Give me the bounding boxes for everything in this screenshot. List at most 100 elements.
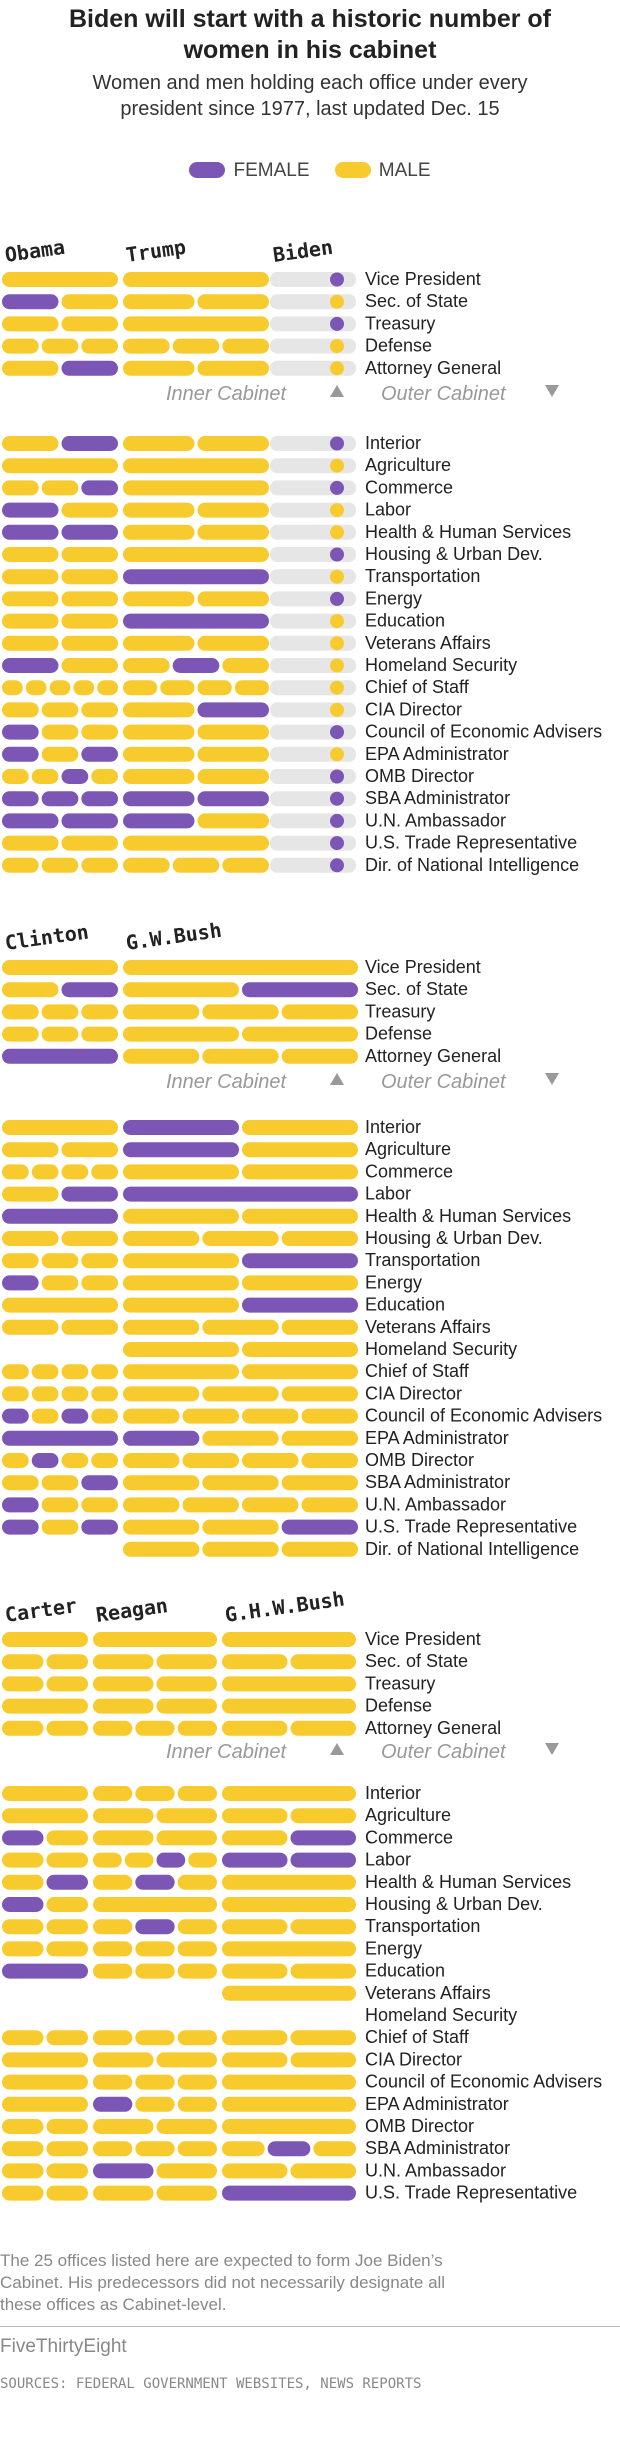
mark-treasury-clinton-2 xyxy=(41,1004,79,1020)
mark-health-human-services-reagan-2 xyxy=(135,1874,175,1890)
mark-interior-reagan-3 xyxy=(177,1786,217,1801)
mark-sec-of-state-clinton-1 xyxy=(2,982,59,998)
mark-defense-reagan-1 xyxy=(93,1698,154,1714)
mark-transportation-reagan-1 xyxy=(93,1919,133,1935)
office-label: Veterans Affairs xyxy=(365,1983,491,2003)
mark-u-s-trade-representative-obama-1 xyxy=(2,835,59,851)
office-label: Housing & Urban Dev. xyxy=(365,1228,543,1248)
mark-council-of-economic-advisers-reagan-1 xyxy=(93,2074,133,2090)
mark-defense-obama-2 xyxy=(41,338,79,354)
office-label: Health & Human Services xyxy=(365,1872,571,1892)
mark-u-n-ambassador-obama-1 xyxy=(2,813,59,829)
mark-chief-of-staff-reagan-1 xyxy=(93,2030,133,2046)
mark-u-n-ambassador-reagan-1 xyxy=(93,2163,154,2179)
mark-interior-carter-1 xyxy=(2,1786,88,1801)
mark-u-s-trade-representative-biden xyxy=(330,836,344,851)
mark-treasury-clinton-1 xyxy=(2,1004,39,1020)
mark-u-n-ambassador-biden xyxy=(330,813,344,828)
mark-defense-clinton-1 xyxy=(2,1026,39,1042)
mark-homeland-security-biden xyxy=(330,658,344,673)
mark-health-human-services-obama-2 xyxy=(61,524,118,540)
mark-chief-of-staff-g-h-w-bush-2 xyxy=(290,2030,356,2046)
mark-labor-clinton-2 xyxy=(61,1186,118,1202)
mark-sba-administrator-obama-3 xyxy=(81,791,118,807)
office-label: Attorney General xyxy=(365,358,501,378)
mark-homeland-security-obama-1 xyxy=(2,658,59,673)
mark-commerce-trump-1 xyxy=(123,480,269,496)
mark-cia-director-obama-2 xyxy=(41,702,79,718)
mark-treasury-g-w-bush-1 xyxy=(123,1004,200,1020)
mark-labor-reagan-3 xyxy=(156,1852,186,1868)
mark-transportation-clinton-1 xyxy=(2,1253,39,1269)
mark-sba-administrator-g-w-bush-1 xyxy=(123,1475,200,1491)
mark-education-g-w-bush-1 xyxy=(123,1297,239,1313)
mark-health-human-services-g-w-bush-1 xyxy=(123,1208,239,1224)
mark-energy-biden xyxy=(330,591,344,606)
legend: FEMALE MALE xyxy=(0,160,620,182)
mark-interior-trump-1 xyxy=(123,436,195,451)
mark-cia-director-obama-3 xyxy=(81,702,118,718)
footnote: The 25 offices listed here are expected … xyxy=(0,2250,600,2316)
mark-labor-trump-1 xyxy=(123,502,195,518)
mark-cia-director-g-h-w-bush-1 xyxy=(222,2052,288,2068)
office-label: OMB Director xyxy=(365,2116,474,2136)
mark-chief-of-staff-g-h-w-bush-1 xyxy=(222,2030,288,2046)
title-line-2: women in his cabinet xyxy=(183,36,437,64)
mark-health-human-services-trump-2 xyxy=(197,524,269,540)
mark-vice-president-obama-1 xyxy=(2,272,118,287)
mark-interior-trump-2 xyxy=(197,436,269,451)
president-name: Trump xyxy=(124,235,187,267)
mark-energy-carter-1 xyxy=(2,1941,44,1957)
office-label: Dir. of National Intelligence xyxy=(365,1539,579,1559)
mark-cia-director-trump-1 xyxy=(123,702,195,718)
mark-sec-of-state-obama-2 xyxy=(61,294,118,310)
mark-u-n-ambassador-g-h-w-bush-2 xyxy=(290,2163,356,2179)
president-name: Clinton xyxy=(3,919,90,954)
mark-agriculture-g-h-w-bush-2 xyxy=(290,1808,356,1824)
mark-omb-director-clinton-3 xyxy=(61,1453,89,1468)
mark-homeland-security-g-w-bush-2 xyxy=(242,1342,358,1357)
mark-veterans-affairs-g-w-bush-3 xyxy=(281,1319,358,1335)
mark-attorney-general-obama-1 xyxy=(2,360,59,376)
mark-commerce-obama-1 xyxy=(2,480,39,496)
mark-chief-of-staff-trump-4 xyxy=(234,680,269,696)
mark-agriculture-carter-1 xyxy=(2,1808,88,1824)
office-label: U.S. Trade Representative xyxy=(365,1517,577,1537)
mark-commerce-biden xyxy=(330,480,344,495)
mark-housing-urban-dev-carter-2 xyxy=(46,1897,88,1912)
mark-agriculture-reagan-1 xyxy=(93,1808,154,1824)
mark-treasury-carter-2 xyxy=(46,1676,88,1692)
mark-omb-director-clinton-4 xyxy=(91,1453,118,1468)
mark-agriculture-obama-1 xyxy=(2,458,118,474)
president-name: Reagan xyxy=(94,1593,169,1627)
mark-sec-of-state-g-w-bush-2 xyxy=(242,982,358,998)
mark-cia-director-clinton-2 xyxy=(31,1386,59,1402)
office-label: Education xyxy=(365,1961,445,1981)
office-label: Council of Economic Advisers xyxy=(365,1406,602,1426)
mark-defense-clinton-3 xyxy=(81,1026,118,1042)
mark-sba-administrator-biden xyxy=(330,791,344,806)
mark-veterans-affairs-clinton-1 xyxy=(2,1319,59,1335)
mark-epa-administrator-trump-2 xyxy=(197,746,269,762)
mark-sba-administrator-trump-2 xyxy=(197,791,269,807)
mark-cia-director-clinton-1 xyxy=(2,1386,29,1402)
office-label: Housing & Urban Dev. xyxy=(365,1894,543,1914)
mark-council-of-economic-advisers-g-w-bush-1 xyxy=(123,1408,180,1424)
mark-u-n-ambassador-g-w-bush-4 xyxy=(301,1497,358,1513)
mark-epa-administrator-obama-1 xyxy=(2,746,39,762)
office-label: Sec. of State xyxy=(365,291,468,311)
mark-education-clinton-1 xyxy=(2,1297,118,1313)
mark-epa-administrator-obama-2 xyxy=(41,746,79,762)
mark-u-s-trade-representative-trump-1 xyxy=(123,835,269,851)
mark-sba-administrator-g-w-bush-2 xyxy=(202,1475,279,1491)
mark-treasury-g-h-w-bush-1 xyxy=(222,1676,356,1692)
mark-veterans-affairs-obama-1 xyxy=(2,635,59,651)
mark-cia-director-g-h-w-bush-2 xyxy=(290,2052,356,2068)
mark-omb-director-clinton-2 xyxy=(31,1453,59,1468)
mark-education-obama-2 xyxy=(61,613,118,629)
mark-treasury-trump-1 xyxy=(123,316,269,332)
mark-council-of-economic-advisers-reagan-2 xyxy=(135,2074,175,2090)
office-label: Veterans Affairs xyxy=(365,1317,491,1337)
chart-title: Biden will start with a historic number … xyxy=(0,4,620,66)
mark-sba-administrator-g-h-w-bush-2 xyxy=(267,2141,311,2157)
